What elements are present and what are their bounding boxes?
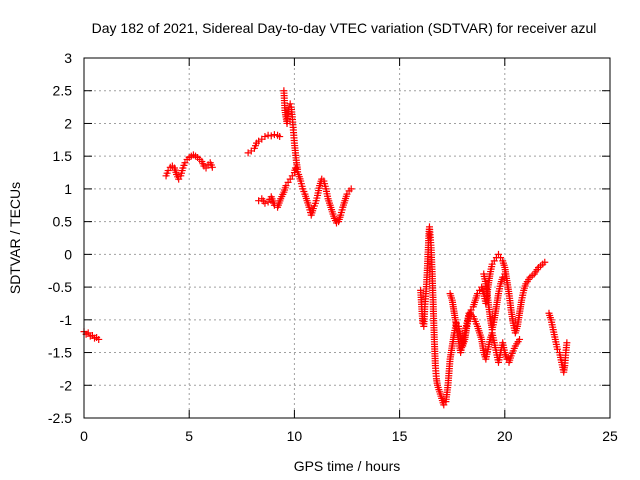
y-tick-label: 2	[64, 115, 72, 131]
y-tick-label: 0	[64, 246, 72, 262]
y-tick-label: 0.5	[53, 214, 73, 230]
data-point	[208, 163, 216, 171]
data-point	[516, 335, 524, 343]
y-axis-label: SDTVAR / TECUs	[7, 182, 23, 294]
y-tick-label: 1	[64, 181, 72, 197]
y-tick-label: 2.5	[53, 83, 73, 99]
axis-ticks	[83, 57, 611, 419]
data-point	[264, 131, 272, 139]
x-tick-label: 5	[185, 428, 193, 444]
data-point	[267, 132, 275, 140]
x-axis-label: GPS time / hours	[294, 458, 401, 474]
plot-frame	[83, 57, 611, 419]
x-tick-label: 0	[80, 428, 88, 444]
y-tick-label: -0.5	[48, 279, 72, 295]
data-point	[270, 131, 278, 139]
grid	[84, 58, 610, 418]
data-point	[261, 199, 269, 207]
y-tick-label: 1.5	[53, 148, 73, 164]
data-point	[286, 100, 294, 108]
data-point	[95, 335, 103, 343]
data-point	[563, 339, 571, 347]
y-tick-label: -1.5	[48, 345, 72, 361]
x-tick-label: 10	[287, 428, 303, 444]
y-tick-label: 3	[64, 50, 72, 66]
y-tick-label: -2.5	[48, 410, 72, 426]
x-tick-label: 15	[392, 428, 408, 444]
data-point	[541, 258, 549, 266]
x-tick-label: 20	[497, 428, 513, 444]
y-tick-label: -2	[60, 377, 73, 393]
data-point	[276, 133, 284, 141]
data-point	[419, 319, 427, 327]
data-point	[261, 133, 269, 141]
x-tick-label: 25	[602, 428, 618, 444]
data-point	[294, 165, 302, 173]
data-point	[501, 270, 509, 278]
x-tick-labels: 0 5 10 15 20 25	[80, 428, 618, 444]
data-point	[347, 185, 355, 193]
data-points	[80, 87, 571, 409]
y-tick-label: -1	[60, 312, 73, 328]
chart-title: Day 182 of 2021, Sidereal Day-to-day VTE…	[92, 20, 597, 36]
y-tick-labels: -2.5 -2 -1.5 -1 -0.5 0 0.5 1 1.5 2 2.5 3	[48, 50, 72, 426]
